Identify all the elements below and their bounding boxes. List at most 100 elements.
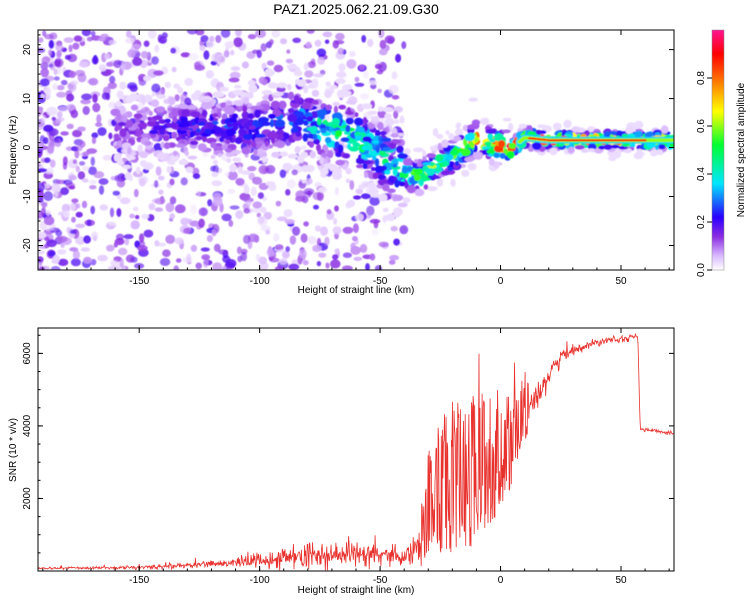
scatter-blob: [56, 111, 63, 119]
scatter-blob: [77, 171, 86, 180]
ridge-blob: [229, 163, 237, 173]
scatter-blob: [353, 195, 362, 200]
ridge-blob: [432, 128, 439, 137]
scatter-blob: [72, 159, 77, 165]
colorbar-ticks: 0.0 0.2 0.4 0.6 0.8: [696, 71, 712, 277]
ridge-blob: [116, 157, 123, 165]
scatter-blob: [236, 246, 242, 255]
scatter-blob: [75, 165, 81, 173]
scatter-blob: [41, 115, 47, 123]
scatter-blob: [369, 218, 381, 224]
ridge-blob: [268, 113, 276, 119]
ridge-blob: [301, 179, 307, 184]
scatter-blob: [44, 157, 51, 163]
ridge-blob: [184, 150, 189, 157]
ridge-blob: [239, 92, 249, 98]
ridge-blob: [190, 111, 201, 118]
ridge-blob: [278, 100, 287, 110]
ridge-blob: [471, 119, 481, 126]
ridge-blob: [151, 99, 160, 108]
ridge-blob: [225, 100, 233, 106]
scatter-blob: [82, 151, 90, 156]
snr-panel: -150 -100 -50 0 50 2000 4000 6000 Height of str…: [8, 327, 675, 596]
scatter-blob: [314, 225, 322, 232]
ridge-blob: [352, 142, 360, 148]
ridge-blob: [372, 155, 377, 161]
scatter-blob: [40, 67, 49, 78]
scatter-blob: [307, 61, 316, 69]
ridge-blob: [225, 152, 235, 157]
scatter-blob: [346, 59, 357, 69]
ridge-blob: [217, 129, 227, 134]
ridge-blob: [494, 133, 504, 142]
ridge-blob: [246, 138, 251, 146]
ridge-blob: [307, 83, 315, 89]
scatter-blob: [325, 262, 330, 269]
ridge-blob: [571, 126, 581, 133]
scatter-blob: [247, 165, 257, 172]
ridge-blob: [224, 148, 233, 153]
scatter-blob: [115, 233, 125, 241]
scatter-blob: [377, 109, 387, 119]
scatter-blob: [91, 132, 99, 139]
ridge-blob: [309, 150, 316, 159]
scatter-blob: [304, 70, 314, 78]
ridge-blob: [220, 102, 226, 109]
scatter-blob: [38, 162, 41, 168]
ridge-blob: [210, 141, 217, 149]
ridge-blob: [214, 180, 219, 186]
scatter-blob: [127, 49, 136, 58]
scatter-blob: [288, 263, 300, 270]
ridge-blob: [290, 127, 299, 133]
figure-title: PAZ1.2025.062.21.09.G30: [273, 1, 439, 17]
scatter-blob: [57, 235, 68, 243]
ridge-blob: [418, 179, 424, 187]
scatter-blob: [46, 239, 57, 248]
ridge-blob: [241, 170, 251, 175]
scatter-blob: [286, 179, 296, 189]
ridge-blob: [116, 112, 122, 120]
scatter-blob: [261, 78, 268, 86]
scatter-blob: [314, 39, 322, 47]
ridge-blob: [440, 170, 450, 176]
scatter-blob: [337, 47, 345, 55]
scatter-blob: [43, 183, 51, 189]
scatter-blob: [316, 48, 327, 57]
ridge-blob: [177, 86, 184, 94]
scatter-blob: [119, 197, 131, 205]
scatter-blob: [305, 41, 312, 48]
ridge-blob: [361, 103, 373, 110]
scatter-blob: [162, 249, 171, 257]
scatter-blob: [291, 169, 298, 176]
scatter-blob: [174, 94, 180, 102]
scatter-blob: [342, 226, 354, 234]
scatter-blob: [279, 258, 288, 265]
scatter-blob: [119, 258, 124, 268]
scatter-blob: [330, 259, 341, 269]
scatter-blob: [241, 61, 249, 69]
ridge-blob: [211, 113, 219, 118]
scatter-blob: [158, 36, 168, 44]
ridge-blob: [381, 137, 392, 143]
scatter-blob: [48, 39, 55, 49]
ridge-blob: [253, 105, 265, 110]
ridge-blob: [366, 110, 378, 115]
scatter-blob: [273, 64, 284, 73]
ridge-blob: [274, 119, 286, 128]
ridge-blob: [147, 116, 152, 121]
scatter-blob: [225, 259, 237, 268]
ridge-blob: [116, 90, 124, 99]
ridge-blob: [393, 119, 400, 124]
ridge-blob: [442, 161, 447, 166]
ridge-blob: [621, 133, 629, 138]
ridge-blob: [345, 100, 356, 105]
ridge-blob: [286, 83, 292, 91]
ridge-blob: [287, 113, 298, 123]
scatter-blob: [334, 248, 339, 254]
ridge-blob: [261, 121, 272, 126]
ridge-blob: [288, 91, 295, 101]
snr-frame: [37, 327, 675, 572]
scatter-blob: [83, 235, 91, 244]
scatter-blob: [45, 226, 55, 232]
